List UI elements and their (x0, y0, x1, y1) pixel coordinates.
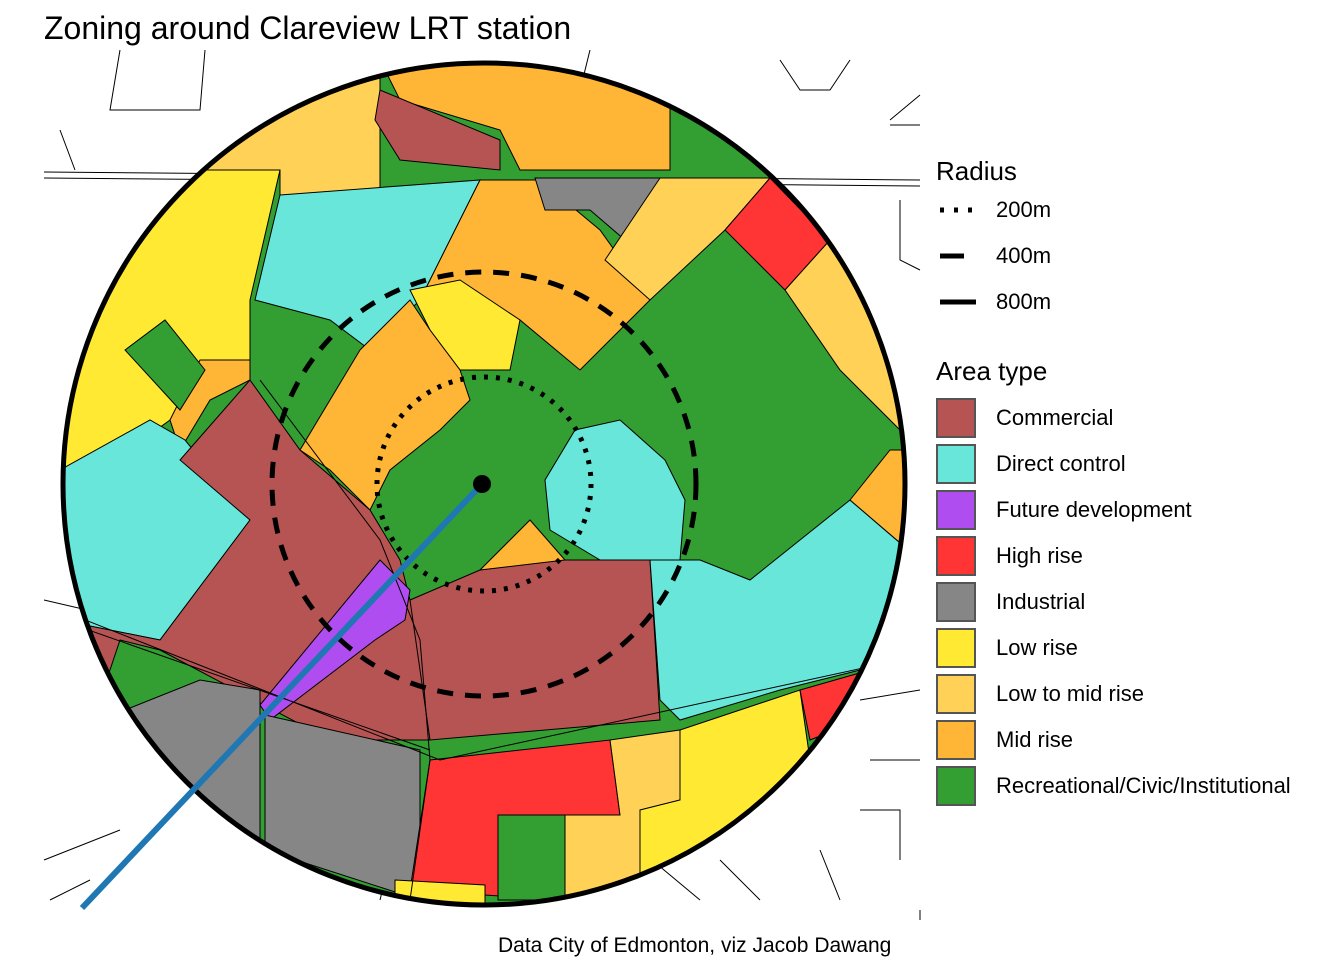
legend-item-400m: 400m (936, 233, 1051, 279)
legend-swatch (936, 398, 976, 438)
map-title: Zoning around Clareview LRT station (44, 10, 572, 46)
map-caption: Data City of Edmonton, viz Jacob Dawang (498, 934, 892, 957)
legend-swatch (936, 490, 976, 530)
area-recreational-west (124, 319, 206, 411)
legend-swatch (936, 674, 976, 714)
radius-200m-circle (374, 374, 594, 594)
legend-label: Low rise (996, 635, 1078, 660)
legend-label: Recreational/Civic/Institutional (996, 773, 1291, 798)
radius-800m-circle (60, 60, 908, 908)
radius-legend: Radius 200m 400m 800m (936, 156, 1051, 325)
dotted-line-icon (940, 207, 976, 213)
legend-item-industrial: Industrial (936, 579, 1291, 625)
legend-item-mid-rise: Mid rise (936, 717, 1291, 763)
area-type-legend: Area type Commercial Direct control Future… (936, 356, 1291, 809)
area-commercial-north (374, 89, 501, 171)
solid-line-icon (940, 299, 976, 305)
legend-item-commercial: Commercial (936, 395, 1291, 441)
legend-label: Low to mid rise (996, 681, 1144, 706)
legend-swatch (936, 766, 976, 806)
legend-item-direct-control: Direct control (936, 441, 1291, 487)
legend-swatch (936, 536, 976, 576)
legend-item-800m: 800m (936, 279, 1051, 325)
legend-swatch (936, 720, 976, 760)
legend-label: High rise (996, 543, 1083, 568)
legend-label: Industrial (996, 589, 1086, 614)
legend-item-future-development: Future development (936, 487, 1291, 533)
area-legend-title: Area type (936, 356, 1048, 386)
legend-label: Direct control (996, 451, 1126, 476)
legend-label: Future development (996, 497, 1192, 522)
legend-swatch (936, 444, 976, 484)
legend-item-high-rise: High rise (936, 533, 1291, 579)
radius-400m-circle (269, 269, 699, 699)
lrt-station-marker (473, 475, 491, 493)
area-low-mid-northeast (604, 177, 772, 301)
legend-item-low-rise: Low rise (936, 625, 1291, 671)
dashed-line-icon (940, 253, 964, 259)
radius-legend-title: Radius (936, 156, 1017, 186)
legend-item-200m: 200m (936, 187, 1051, 233)
legend-label: Commercial (996, 405, 1114, 430)
legend-label: Mid rise (996, 727, 1074, 752)
legend-swatch (936, 582, 976, 622)
legend-item-recreational-civic-institutional: Recreational/Civic/Institutional (936, 763, 1291, 809)
area-mid-rise-center (299, 299, 471, 511)
area-green-south (497, 814, 566, 901)
lrt-line (79, 481, 485, 911)
area-mid-rise-station (478, 519, 567, 571)
legend-swatch (936, 628, 976, 668)
legend-item-low-to-mid-rise: Low to mid rise (936, 671, 1291, 717)
